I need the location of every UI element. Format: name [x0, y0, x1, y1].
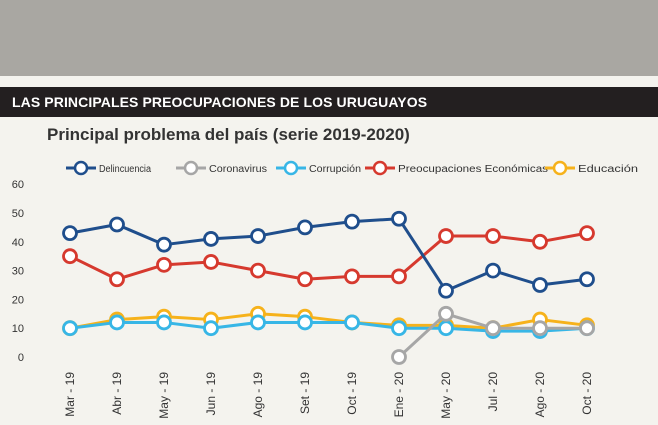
- data-point: [438, 320, 454, 337]
- y-tick-label: 20: [12, 294, 24, 306]
- data-point: [391, 210, 407, 227]
- data-point: [297, 314, 313, 331]
- data-point: [485, 320, 501, 337]
- legend-label: Coronavirus: [209, 164, 267, 175]
- legend-marker: [73, 160, 89, 176]
- x-tick-label: Jun - 19: [204, 372, 218, 416]
- x-tick-label: Jul - 20: [486, 372, 500, 412]
- chart-series: [62, 210, 595, 365]
- data-point: [391, 320, 407, 337]
- data-point: [109, 271, 125, 288]
- series-line: [69, 231, 588, 281]
- data-point: [109, 216, 125, 233]
- chart-legend: Delincuencia Coronavirus Corrupción Preocup…: [66, 160, 638, 176]
- y-tick-label: 40: [12, 237, 24, 249]
- y-axis: 0 10 20 30 40 50 60: [12, 179, 24, 364]
- legend-marker: [372, 160, 388, 176]
- data-point: [391, 349, 407, 365]
- data-point: [156, 314, 172, 331]
- series-line: [69, 217, 588, 293]
- chart-title: Principal problema del país (serie 2019-…: [47, 125, 410, 144]
- data-point: [156, 256, 172, 273]
- legend-label: Delincuencia: [99, 164, 151, 175]
- legend-marker: [283, 160, 299, 176]
- data-point: [344, 213, 360, 230]
- data-point: [579, 271, 595, 288]
- x-tick-label: Abr - 19: [110, 372, 124, 415]
- data-point: [203, 254, 219, 270]
- x-tick-label: Oct - 19: [345, 372, 359, 415]
- data-point: [438, 305, 454, 322]
- section-banner: LAS PRINCIPALES PREOCUPACIONES DE LOS UR…: [0, 87, 658, 117]
- y-tick-label: 50: [12, 208, 24, 220]
- data-point: [579, 320, 595, 337]
- data-point: [156, 236, 172, 253]
- x-tick-label: Ene - 20: [392, 372, 406, 418]
- data-point: [532, 233, 548, 250]
- data-point: [250, 314, 266, 331]
- data-point: [62, 248, 78, 265]
- data-point: [438, 228, 454, 244]
- data-point: [391, 268, 407, 285]
- data-point: [203, 231, 219, 247]
- data-point: [297, 271, 313, 288]
- x-tick-label: Ago - 20: [533, 372, 547, 418]
- x-tick-label: Mar - 19: [63, 372, 77, 417]
- data-point: [109, 314, 125, 331]
- data-point: [297, 219, 313, 236]
- data-point: [344, 268, 360, 285]
- data-point: [532, 277, 548, 293]
- data-point: [250, 228, 266, 244]
- legend-marker: [183, 160, 199, 176]
- legend-label: Preocupaciones Económicas: [398, 164, 548, 175]
- y-tick-label: 30: [12, 266, 24, 278]
- legend-label: Educación: [578, 164, 638, 175]
- data-point: [203, 320, 219, 337]
- data-point: [344, 314, 360, 331]
- top-band: [0, 0, 658, 76]
- y-tick-label: 60: [12, 179, 24, 191]
- data-point: [62, 225, 78, 242]
- x-tick-label: May - 19: [157, 372, 171, 419]
- data-point: [485, 262, 501, 279]
- legend-label: Corrupción: [309, 164, 361, 175]
- x-tick-label: Set - 19: [298, 372, 312, 414]
- data-point: [250, 262, 266, 279]
- data-point: [532, 320, 548, 337]
- data-point: [62, 320, 78, 337]
- x-tick-label: Oct - 20: [580, 372, 594, 415]
- x-tick-label: Ago - 19: [251, 372, 265, 418]
- x-tick-label: May - 20: [439, 372, 453, 419]
- data-point: [579, 225, 595, 242]
- x-axis: Mar - 19 Abr - 19 May - 19 Jun - 19 Ago - 19…: [63, 372, 594, 419]
- data-point: [438, 282, 454, 299]
- y-tick-label: 0: [18, 352, 24, 364]
- y-tick-label: 10: [12, 323, 24, 335]
- legend-marker: [552, 160, 568, 176]
- data-point: [485, 228, 501, 244]
- banner-title: LAS PRINCIPALES PREOCUPACIONES DE LOS UR…: [12, 94, 428, 110]
